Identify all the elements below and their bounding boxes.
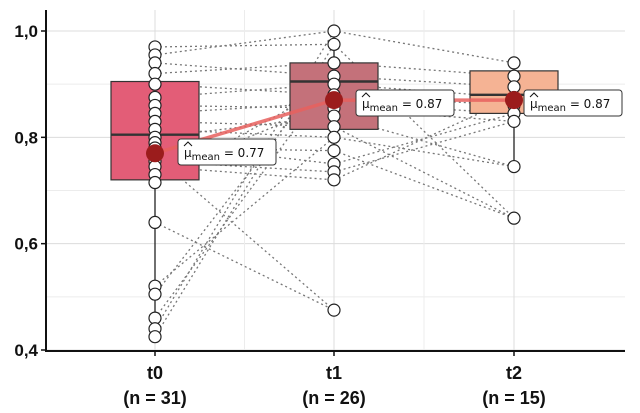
x-tick-count-label: (n = 26) xyxy=(302,388,366,408)
mean-label-text: μmean = 0.77 xyxy=(184,146,264,163)
connector-line xyxy=(333,120,515,173)
mean-label-hat xyxy=(183,141,193,147)
y-tick-label: 0,4 xyxy=(14,341,38,360)
data-point xyxy=(327,130,341,144)
mean-label-value: = 0.87 xyxy=(398,97,442,111)
connector-line xyxy=(154,155,335,311)
mean-label-symbol: μ xyxy=(184,146,192,160)
mean-label-symbol: μ xyxy=(362,97,370,111)
data-point xyxy=(507,56,521,70)
mean-label-subscript: mean xyxy=(370,103,398,114)
data-point xyxy=(507,159,521,174)
mean-label-value: = 0.87 xyxy=(566,97,610,111)
x-tick-count-label: (n = 15) xyxy=(482,388,546,408)
mean-point xyxy=(325,91,343,110)
mean-label-box xyxy=(523,89,623,117)
mean-label-hat xyxy=(529,92,539,98)
x-tick-label: t2 xyxy=(506,363,522,383)
y-tick-label: 1,0 xyxy=(14,22,38,41)
mean-label-value: = 0.77 xyxy=(220,146,264,160)
data-point xyxy=(327,56,341,70)
data-point xyxy=(327,303,341,317)
y-tick-label: 0,8 xyxy=(14,128,38,147)
data-point xyxy=(148,215,162,229)
connector-line xyxy=(333,112,515,165)
mean-point xyxy=(505,91,523,110)
mean-label-symbol: μ xyxy=(530,97,538,111)
y-tick-label: 0,6 xyxy=(14,235,38,254)
connector-line xyxy=(333,136,515,168)
data-point xyxy=(148,330,162,344)
connector-line xyxy=(333,30,515,64)
axes: 0,4 0,6 0,8 1,0 t0 (n = 31) t1 (n = 26) t2 (n = 1… xyxy=(14,10,625,408)
connector-line xyxy=(154,136,335,287)
connector-line xyxy=(333,150,515,219)
data-point xyxy=(148,175,162,190)
x-tick-label: t0 xyxy=(147,363,163,383)
mean-label-hat xyxy=(361,92,371,98)
data-point xyxy=(327,37,341,51)
mean-point xyxy=(146,144,164,163)
data-point xyxy=(327,24,341,38)
mean-label-text: μmean = 0.87 xyxy=(362,97,442,114)
mean-label-box xyxy=(177,138,277,166)
data-point xyxy=(148,77,162,91)
data-point xyxy=(507,211,521,225)
mean-label-box xyxy=(355,89,455,117)
data-point xyxy=(507,114,521,128)
data-point xyxy=(148,287,162,301)
mean-label-text: μmean = 0.87 xyxy=(530,97,610,114)
data-point xyxy=(327,173,341,187)
x-tick-label: t1 xyxy=(326,363,342,383)
mean-label-subscript: mean xyxy=(192,152,220,163)
mean-label-subscript: mean xyxy=(538,103,566,114)
connector-line xyxy=(154,221,335,311)
x-tick-count-label: (n = 31) xyxy=(123,388,187,408)
connector-line xyxy=(154,62,335,295)
connector-line xyxy=(333,126,515,219)
data-point xyxy=(327,144,341,158)
connector-line xyxy=(154,30,335,56)
